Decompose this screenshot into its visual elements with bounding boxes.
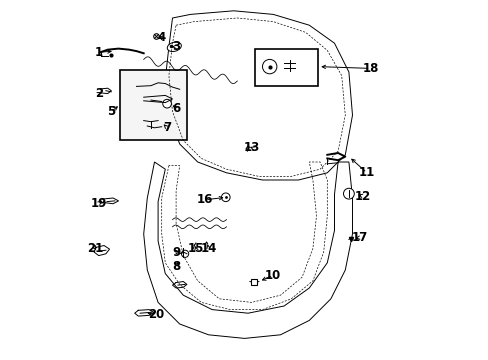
Text: 14: 14 [200,242,216,255]
Text: 19: 19 [90,197,107,210]
FancyBboxPatch shape [255,49,318,86]
Circle shape [343,188,354,199]
Text: 18: 18 [362,62,378,75]
Circle shape [262,59,276,74]
Text: 4: 4 [157,31,165,44]
Text: 7: 7 [163,121,171,134]
Circle shape [163,99,171,108]
Text: 17: 17 [351,231,367,244]
Text: 16: 16 [196,193,213,206]
Text: 6: 6 [172,102,180,114]
Text: 9: 9 [172,246,180,258]
Text: 5: 5 [107,105,115,118]
Text: 10: 10 [264,269,281,282]
Text: 15: 15 [187,242,203,255]
Text: 2: 2 [95,87,102,100]
Text: 8: 8 [172,260,180,273]
Text: 21: 21 [87,242,103,255]
Text: 11: 11 [358,166,374,179]
Circle shape [221,193,230,202]
Text: 3: 3 [172,40,180,53]
FancyBboxPatch shape [120,70,186,140]
Circle shape [181,250,188,257]
Text: 1: 1 [95,46,102,59]
Text: 13: 13 [243,141,259,154]
Ellipse shape [167,42,181,51]
Text: 20: 20 [148,309,164,321]
Text: 12: 12 [354,190,371,203]
